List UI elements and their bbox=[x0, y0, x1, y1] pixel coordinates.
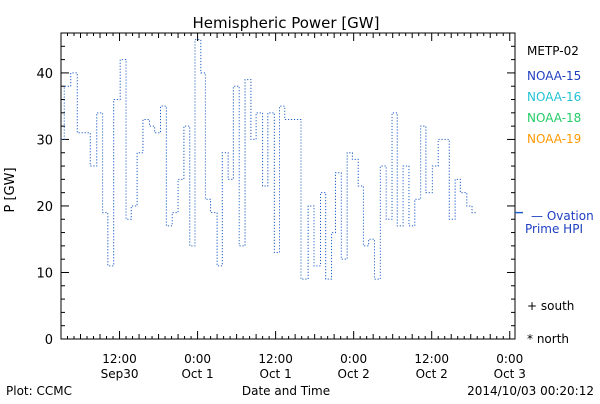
legend-ovation-line: — Ovation bbox=[531, 209, 594, 223]
x-tick-label-date: Oct 2 bbox=[338, 367, 370, 381]
y-axis: 0 10 20 30 40 bbox=[36, 45, 515, 348]
legend-ovation-hpi: Prime HPI bbox=[525, 222, 583, 236]
legend-noaa-16: NOAA-16 bbox=[527, 90, 581, 104]
x-tick-label-time: 0:00 bbox=[496, 352, 523, 366]
x-tick-label-date: Oct 1 bbox=[260, 367, 292, 381]
chart-title: Hemispheric Power [GW] bbox=[193, 14, 380, 32]
legend: METP-02 NOAA-15 NOAA-16 NOAA-18 NOAA-19 … bbox=[525, 44, 594, 346]
y-tick-label: 10 bbox=[36, 266, 53, 281]
legend-south: + south bbox=[527, 299, 574, 313]
y-tick-label: 40 bbox=[36, 67, 53, 82]
footer-timestamp: 2014/10/03 00:20:12 bbox=[467, 384, 594, 398]
series-ovation-hpi bbox=[61, 39, 478, 280]
legend-north: * north bbox=[527, 332, 569, 346]
legend-noaa-18: NOAA-18 bbox=[527, 111, 581, 125]
y-axis-label: P [GW] bbox=[3, 167, 18, 212]
plot-frame bbox=[60, 32, 516, 340]
legend-metp-02: METP-02 bbox=[527, 44, 579, 58]
x-axis-label: Date and Time bbox=[242, 384, 330, 398]
x-tick-label-time: 12:00 bbox=[258, 352, 293, 366]
x-tick-label-time: 0:00 bbox=[184, 352, 211, 366]
legend-noaa-19: NOAA-19 bbox=[527, 132, 581, 146]
y-tick-label: 30 bbox=[36, 133, 53, 148]
legend-noaa-15: NOAA-15 bbox=[527, 69, 581, 83]
x-tick-label-date: Sep30 bbox=[101, 367, 139, 381]
series-layer bbox=[61, 39, 523, 280]
x-tick-label-time: 0:00 bbox=[340, 352, 367, 366]
x-tick-label-date: Oct 3 bbox=[494, 367, 526, 381]
footer-plot-source: Plot: CCMC bbox=[6, 384, 72, 398]
x-tick-label-time: 12:00 bbox=[102, 352, 137, 366]
x-tick-label-date: Oct 2 bbox=[416, 367, 448, 381]
x-tick-label-time: 12:00 bbox=[414, 352, 449, 366]
y-tick-label: 0 bbox=[45, 333, 53, 348]
y-tick-label: 20 bbox=[36, 200, 53, 215]
x-tick-label-date: Oct 1 bbox=[181, 367, 213, 381]
